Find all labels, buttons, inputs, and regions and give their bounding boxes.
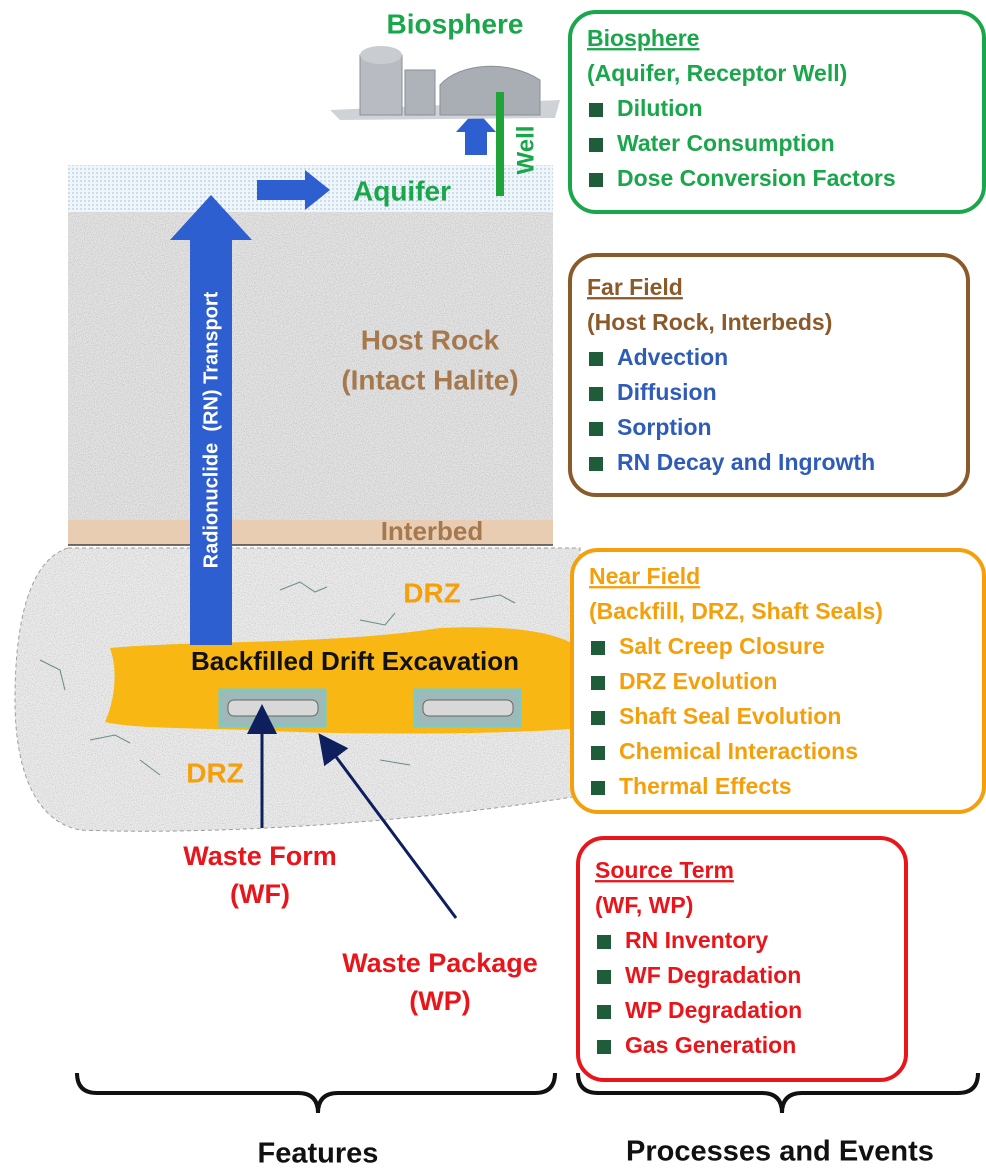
well-label: Well <box>512 126 539 175</box>
box-item: Diffusion <box>617 379 717 405</box>
box-item: Dose Conversion Factors <box>617 165 896 191</box>
bullet <box>589 457 603 471</box>
bullet <box>589 387 603 401</box>
box-item: WF Degradation <box>625 962 801 988</box>
box-item: RN Inventory <box>625 927 768 953</box>
box-item: Shaft Seal Evolution <box>619 703 841 729</box>
drift-label: Backfilled Drift Excavation <box>191 646 519 676</box>
diagram: Biosphere Well Aquifer Radionuclide (RN)… <box>0 0 986 1174</box>
box-item: Gas Generation <box>625 1032 796 1058</box>
features-footer: Features <box>258 1138 379 1170</box>
bullet <box>589 422 603 436</box>
host-rock-label: (Intact Halite) <box>341 364 518 395</box>
box-title: Near Field <box>589 563 700 589</box>
box-item: WP Degradation <box>625 997 802 1023</box>
interbed-label: Interbed <box>381 516 484 546</box>
bullet <box>597 935 611 949</box>
box-title: Biosphere <box>587 25 699 51</box>
box-item: Dilution <box>617 95 703 121</box>
bullet <box>597 970 611 984</box>
biosphere-label: Biosphere <box>387 8 524 39</box>
box-item: Advection <box>617 344 728 370</box>
bullet <box>589 138 603 152</box>
bullet <box>591 676 605 690</box>
waste-form-label: (WF) <box>230 879 290 909</box>
bullet <box>597 1005 611 1019</box>
bullet <box>589 173 603 187</box>
box-item: Thermal Effects <box>619 773 792 799</box>
bullet <box>591 746 605 760</box>
waste-package-label: (WP) <box>409 986 470 1016</box>
box-subtitle: (Aquifer, Receptor Well) <box>587 60 847 86</box>
canister-right <box>423 700 513 716</box>
box-subtitle: (Host Rock, Interbeds) <box>587 309 832 335</box>
aquifer-label: Aquifer <box>353 175 451 206</box>
bullet <box>591 711 605 725</box>
well <box>496 92 504 196</box>
bullet <box>589 103 603 117</box>
box-item: Salt Creep Closure <box>619 633 825 659</box>
waste-form-label: Waste Form <box>183 841 337 871</box>
box-subtitle: (WF, WP) <box>595 892 693 918</box>
box-item: DRZ Evolution <box>619 668 777 694</box>
box-item: Sorption <box>617 414 712 440</box>
drz-label: DRZ <box>403 577 461 608</box>
features-brace <box>77 1073 555 1113</box>
transport-label: Radionuclide (RN) Transport <box>200 291 222 568</box>
box-title: Source Term <box>595 857 734 883</box>
bullet <box>591 641 605 655</box>
farm-image <box>330 46 560 120</box>
canister-left <box>228 700 318 716</box>
box-title: Far Field <box>587 274 683 300</box>
box-item: RN Decay and Ingrowth <box>617 449 875 475</box>
drz-label: DRZ <box>186 757 244 788</box>
host-rock-label: Host Rock <box>361 324 500 355</box>
processes-footer: Processes and Events <box>626 1136 934 1168</box>
box-item: Water Consumption <box>617 130 835 156</box>
waste-package-label: Waste Package <box>342 948 538 978</box>
bullet <box>597 1040 611 1054</box>
bullet <box>591 781 605 795</box>
box-subtitle: (Backfill, DRZ, Shaft Seals) <box>589 598 883 624</box>
bullet <box>589 352 603 366</box>
box-item: Chemical Interactions <box>619 738 858 764</box>
